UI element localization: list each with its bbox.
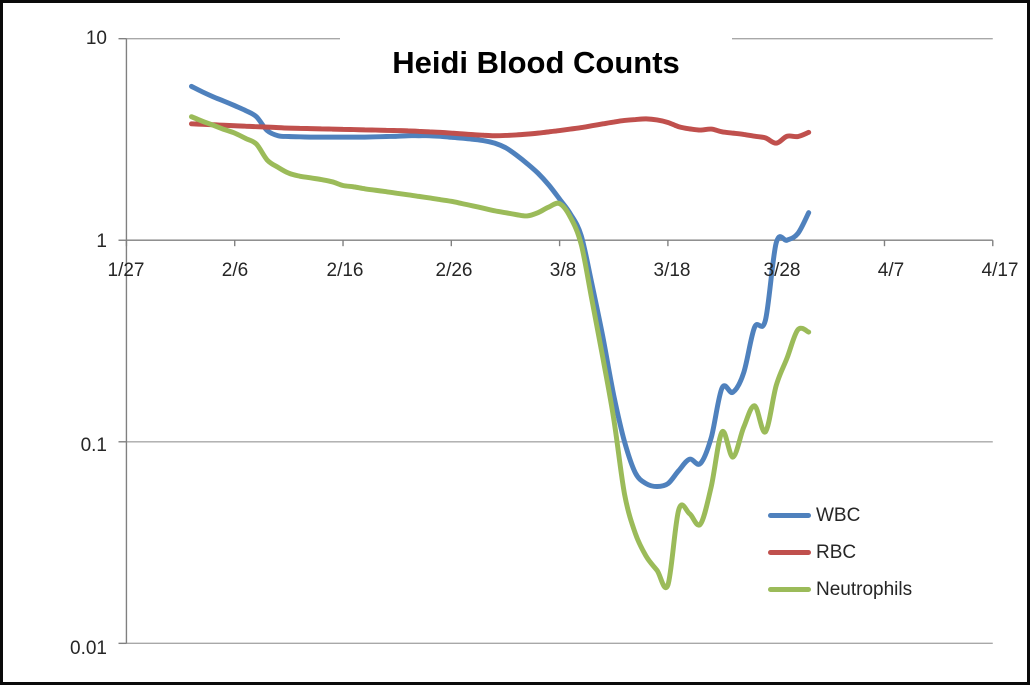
neutrophils-line-swatch-icon: [768, 587, 811, 592]
series-line-neutrophils: [188, 114, 812, 591]
x-axis-tick-label: 1/27: [107, 260, 145, 281]
y-axis-tick-label: 1: [96, 231, 107, 252]
legend: WBC RBC Neutrophils: [768, 497, 912, 608]
y-axis-tick-label: 0.01: [70, 638, 107, 659]
x-axis-tick-label: 3/28: [763, 260, 801, 281]
legend-label: Neutrophils: [816, 578, 913, 600]
x-axis-tick-label: 3/18: [653, 260, 691, 281]
series-line-wbc: [188, 83, 812, 490]
y-axis-tick-label: 0.1: [80, 435, 107, 456]
series-line-rbc: [188, 116, 812, 146]
x-axis-tick-label: 4/17: [981, 260, 1019, 281]
x-axis-tick-label: 2/26: [435, 260, 473, 281]
legend-item-neutrophils: Neutrophils: [768, 571, 912, 608]
rbc-line-swatch-icon: [768, 550, 811, 555]
legend-label: WBC: [816, 504, 861, 526]
legend-label: RBC: [816, 541, 857, 563]
chart-title: Heidi Blood Counts: [340, 34, 732, 92]
legend-item-rbc: RBC: [768, 534, 912, 571]
wbc-line-swatch-icon: [768, 513, 811, 518]
x-axis-tick-label: 2/6: [221, 260, 249, 281]
x-axis-tick-label: 4/7: [877, 260, 905, 281]
legend-item-wbc: WBC: [768, 497, 912, 534]
x-axis-tick-label: 2/16: [326, 260, 364, 281]
plot-area: [118, 37, 994, 645]
x-axis-tick-label: 3/8: [549, 260, 577, 281]
y-axis-tick-label: 10: [85, 28, 107, 49]
